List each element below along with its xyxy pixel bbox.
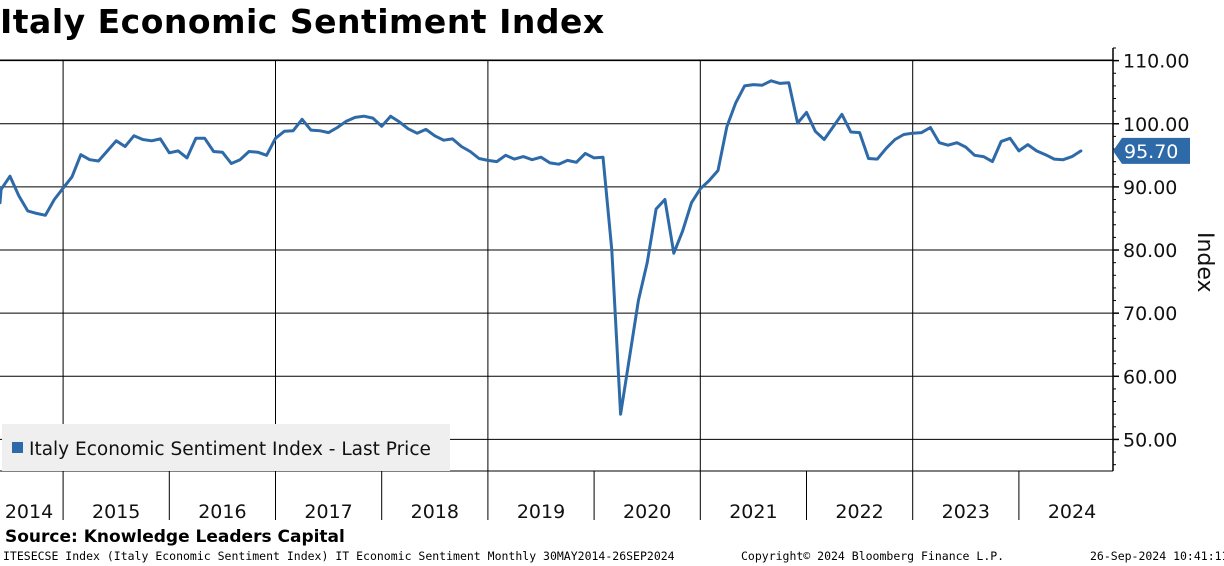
footer-copyright: Copyright© 2024 Bloomberg Finance L.P.: [741, 549, 1005, 563]
grid: [0, 59, 1113, 520]
legend-swatch: [12, 442, 23, 453]
y-axis-label: Index: [1192, 232, 1217, 293]
y-tick-label: 50.00: [1123, 429, 1177, 451]
x-tick-label: 2015: [92, 501, 140, 523]
x-tick-label: 2016: [198, 501, 246, 523]
x-tick-label: 2021: [729, 501, 777, 523]
x-tick-label: 2017: [304, 501, 352, 523]
y-tick-label: 110.00: [1123, 51, 1189, 73]
x-tick-label: 2024: [1048, 501, 1096, 523]
y-axis: 50.00 60.00 70.00 80.00 90.00 100.00 110.00: [1112, 47, 1189, 471]
y-tick-label: 90.00: [1123, 177, 1177, 199]
x-tick-label: 2023: [942, 501, 990, 523]
last-value-label: 95.70: [1113, 137, 1190, 164]
last-value-text: 95.70: [1124, 141, 1178, 163]
y-tick-label: 80.00: [1123, 240, 1177, 262]
legend-box: [2, 424, 450, 471]
series-line: [0, 79, 1083, 416]
source-note: Source: Knowledge Leaders Capital: [5, 527, 345, 547]
last-value-tag: [1113, 137, 1190, 164]
legend-label: Italy Economic Sentiment Index - Last Pr…: [29, 439, 431, 460]
x-tick-label: 2019: [517, 501, 565, 523]
y-tick-label: 100.00: [1123, 114, 1189, 136]
footer-description: ITESECSE Index (Italy Economic Sentiment…: [3, 549, 675, 563]
footer-timestamp: 26-Sep-2024 10:41:11: [1090, 549, 1224, 563]
chart-title: Italy Economic Sentiment Index: [0, 2, 605, 41]
x-tick-label: 2020: [623, 501, 671, 523]
series-line-group: [0, 79, 1083, 416]
y-tick-label: 70.00: [1123, 303, 1177, 325]
legend: Italy Economic Sentiment Index - Last Pr…: [2, 424, 450, 471]
x-tick-label: 2022: [835, 501, 883, 523]
x-tick-label: 2018: [411, 501, 459, 523]
x-axis: 2014 2015 2016 2017 2018 2019 2020 2021 2022 2023…: [0, 470, 1113, 523]
x-tick-label: 2014: [5, 501, 53, 523]
y-tick-label: 60.00: [1123, 366, 1177, 388]
